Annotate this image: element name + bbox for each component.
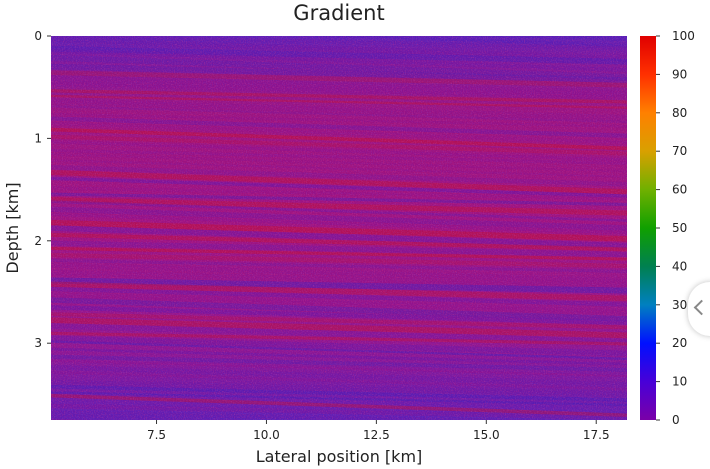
colorbar-tick-label: 100 bbox=[672, 29, 695, 43]
colorbar: 0 10 20 30 40 50 60 70 80 90 100 bbox=[640, 29, 695, 427]
colorbar-tick-label: 20 bbox=[672, 336, 687, 350]
colorbar-tick-label: 30 bbox=[672, 298, 687, 312]
plot-area bbox=[51, 36, 627, 444]
x-axis-label: Lateral position [km] bbox=[256, 447, 423, 466]
y-axis-ticks: 0 1 2 3 bbox=[34, 29, 51, 350]
y-tick-label: 0 bbox=[34, 29, 42, 43]
colorbar-tick-label: 70 bbox=[672, 144, 687, 158]
colorbar-tick-label: 60 bbox=[672, 183, 687, 197]
colorbar-tick-label: 50 bbox=[672, 221, 687, 235]
x-tick-label: 12.5 bbox=[363, 428, 390, 442]
y-axis-label: Depth [km] bbox=[3, 182, 22, 273]
heatmap-noise-blue bbox=[51, 36, 627, 420]
chart-title: Gradient bbox=[293, 1, 384, 25]
chevron-left-icon bbox=[693, 299, 710, 316]
x-tick-label: 17.5 bbox=[583, 428, 610, 442]
y-tick-label: 3 bbox=[34, 336, 42, 350]
colorbar-tick-label: 90 bbox=[672, 67, 687, 81]
y-tick-label: 2 bbox=[34, 234, 42, 248]
y-tick-label: 1 bbox=[34, 131, 42, 145]
x-tick-label: 10.0 bbox=[253, 428, 280, 442]
colorbar-ticks: 0 10 20 30 40 50 60 70 80 90 100 bbox=[656, 29, 695, 427]
side-panel-toggle-button[interactable] bbox=[688, 282, 710, 336]
x-axis-ticks: 7.5 10.0 12.5 15.0 17.5 bbox=[147, 420, 610, 442]
colorbar-tick-label: 10 bbox=[672, 375, 687, 389]
colorbar-bar bbox=[640, 36, 656, 420]
heatmap-band bbox=[51, 428, 627, 444]
colorbar-tick-label: 80 bbox=[672, 106, 687, 120]
x-tick-label: 15.0 bbox=[473, 428, 500, 442]
x-tick-label: 7.5 bbox=[147, 428, 166, 442]
heatmap-band bbox=[51, 418, 91, 420]
colorbar-tick-label: 0 bbox=[672, 413, 680, 427]
colorbar-tick-label: 40 bbox=[672, 259, 687, 273]
